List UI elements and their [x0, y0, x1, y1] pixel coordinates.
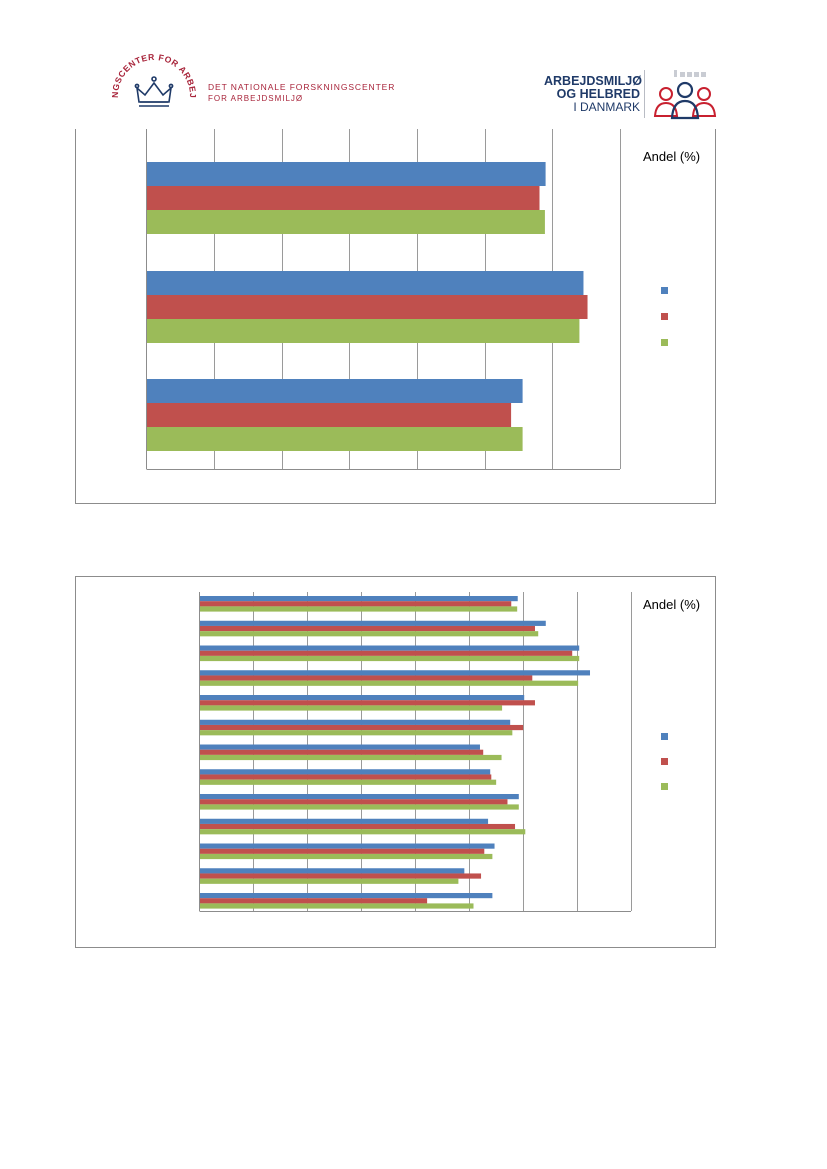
chart-2-x-axis-title: Andel (%)	[643, 597, 701, 612]
chart-2-bar-s2-c13	[200, 898, 428, 904]
chart-2-bar-s3-c10	[200, 829, 526, 835]
legend-swatch	[661, 313, 668, 320]
chart-1-bar-s2-c2	[147, 295, 588, 319]
chart-2-bar-s3-c6	[200, 730, 513, 736]
chart-2-bar-s2-c12	[200, 873, 482, 879]
chart-2-bar-s3-c9	[200, 804, 519, 810]
chart-2-bar-s1-c10	[200, 818, 489, 824]
chart-1-x-axis-title: Andel (%)	[643, 149, 701, 164]
legend-swatch	[661, 287, 668, 294]
chart-2-bar-s1-c4	[200, 670, 591, 676]
chart-2-bar-s1-c9	[200, 794, 519, 800]
chart-2-bar-s2-c5	[200, 700, 535, 706]
legend-swatch	[661, 339, 668, 346]
chart-2-bar-s1-c13	[200, 893, 493, 899]
chart-2-bar-s2-c4	[200, 675, 533, 681]
chart-2-bar-s1-c12	[200, 868, 465, 874]
ahd-name-line2: OG HELBRED	[556, 87, 640, 101]
chart-2-bar-s2-c11	[200, 848, 485, 854]
chart-2-bar-s3-c8	[200, 779, 497, 785]
nfa-name-line2: FOR ARBEJDSMILJØ	[208, 94, 304, 103]
chart-2-bar-s1-c2	[200, 620, 546, 626]
chart-2-frame	[75, 576, 716, 948]
chart-2-bar-s1-c7	[200, 744, 480, 750]
chart-2-bar-s3-c12	[200, 878, 459, 884]
chart-1-bar-s3-c1	[147, 210, 545, 234]
chart-2-bar-s1-c8	[200, 769, 491, 775]
chart-2-bar-s1-c1	[200, 596, 518, 602]
chart-2-bar-s2-c7	[200, 749, 484, 755]
workers-group-icon	[653, 70, 717, 120]
chart-2-bar-s1-c11	[200, 843, 495, 849]
legend-swatch	[661, 758, 668, 765]
chart-2-bar-s3-c13	[200, 903, 474, 909]
chart-2-plot	[199, 592, 632, 912]
chart-2-bar-s1-c3	[200, 645, 580, 651]
legend-swatch	[661, 733, 668, 740]
chart-1-bar-s1-c3	[147, 379, 523, 403]
chart-2-bar-s3-c7	[200, 754, 502, 761]
chart-2-bar-s2-c9	[200, 799, 508, 805]
chart-2-bar-s2-c3	[200, 650, 573, 656]
chart-2-bar-s1-c5	[200, 695, 525, 701]
nfa-logo: FORSKNINGSCENTER FOR ARBEJDSMILJØ DET NA…	[108, 52, 394, 132]
ahd-logo: ARBEJDSMILJØ OG HELBRED I DANMARK	[540, 68, 720, 120]
logo-divider	[644, 70, 645, 118]
legend-swatch	[661, 783, 668, 790]
nfa-name-line1: DET NATIONALE FORSKNINGSCENTER	[208, 82, 396, 92]
chart-2-bar-s2-c8	[200, 774, 492, 780]
chart-2-bar-s3-c5	[200, 705, 503, 711]
chart-2-bar-s2-c6	[200, 724, 524, 731]
chart-1-plot	[146, 129, 621, 470]
chart-2-bar-s2-c10	[200, 823, 516, 830]
chart-2-bar-s3-c3	[200, 655, 580, 662]
chart-1-bar-s3-c3	[147, 427, 523, 451]
chart-1-bar-s2-c3	[147, 403, 512, 427]
chart-2-bar-s3-c11	[200, 853, 493, 860]
chart-2-bar-s2-c1	[200, 601, 512, 607]
ahd-name-line1: ARBEJDSMILJØ	[544, 74, 642, 88]
chart-1-bar-s1-c2	[147, 271, 584, 295]
chart-2-bar-s3-c1	[200, 606, 518, 612]
chart-1-bar-s2-c1	[147, 186, 540, 210]
chart-2-bar-s3-c4	[200, 680, 579, 686]
chart-2-bar-s1-c6	[200, 719, 511, 725]
chart-1-bar-s3-c2	[147, 319, 580, 343]
chart-1-bar-s1-c1	[147, 162, 546, 186]
ahd-name-line3: I DANMARK	[573, 100, 640, 114]
nfa-seal-icon: FORSKNINGSCENTER FOR ARBEJDSMILJØ	[108, 52, 197, 107]
chart-2-bar-s2-c2	[200, 625, 535, 632]
chart-2-bar-s3-c2	[200, 631, 539, 637]
